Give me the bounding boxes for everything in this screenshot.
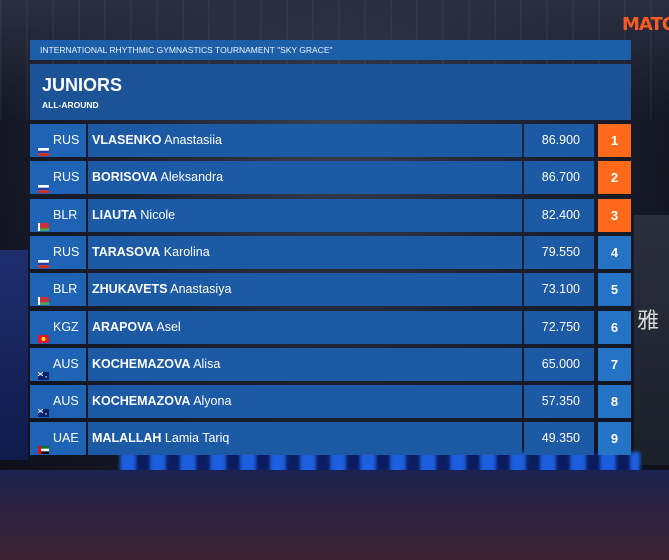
- athlete-given-name: Nicole: [140, 207, 176, 222]
- nation-cell: BLR: [30, 198, 86, 232]
- nation-code: UAE: [53, 431, 79, 446]
- nation-cell: AUS: [30, 347, 86, 381]
- rank-badge: 9: [598, 422, 631, 456]
- result-row: UAE MALALLAH Lamia Tariq 49.350 9: [30, 422, 631, 456]
- athlete-surname: BORISOVA: [92, 170, 158, 185]
- australia-flag: [37, 397, 49, 418]
- australia-flag: [37, 360, 49, 380]
- nation-code: AUS: [53, 394, 79, 409]
- result-row: BLR LIAUTA Nicole 82.400 3: [30, 198, 631, 232]
- category-header: JUNIORS ALL-AROUND: [30, 64, 631, 120]
- result-row: RUS VLASENKO Anastasiia 86.900 1: [30, 124, 631, 157]
- athlete-given-name: Aleksandra: [160, 170, 224, 185]
- nation-cell: RUS: [30, 161, 86, 195]
- nation-cell: KGZ: [30, 310, 86, 344]
- athlete-name-cell: KOCHEMAZOVA Alyona: [88, 385, 522, 419]
- category-title: JUNIORS: [42, 75, 123, 95]
- athlete-given-name: Asel: [156, 319, 181, 334]
- score-cell: 86.700: [524, 161, 594, 195]
- athlete-given-name: Lamia Tariq: [164, 431, 230, 446]
- athlete-surname: ARAPOVA: [92, 319, 154, 334]
- nation-code: BLR: [53, 282, 78, 297]
- result-row: BLR ZHUKAVETS Anastasiya 73.100 5: [30, 273, 631, 307]
- athlete-given-name: Karolina: [163, 244, 210, 259]
- athlete-surname: LIAUTA: [92, 207, 137, 222]
- score-cell: 57.350: [524, 385, 594, 419]
- rank-badge: 1: [598, 124, 631, 157]
- result-row: KGZ ARAPOVA Asel 72.750 6: [30, 310, 631, 344]
- result-row: AUS KOCHEMAZOVA Alisa 65.000 7: [30, 347, 631, 381]
- nation-cell: UAE: [30, 422, 86, 456]
- nation-cell: BLR: [30, 273, 86, 307]
- score-cell: 82.400: [524, 198, 594, 232]
- arena-floor: [0, 470, 669, 560]
- athlete-name-cell: KOCHEMAZOVA Alisa: [88, 347, 522, 381]
- nation-code: RUS: [53, 244, 80, 259]
- nation-cell: RUS: [30, 235, 86, 269]
- score-cell: 79.550: [524, 235, 594, 269]
- rank-badge: 2: [598, 161, 631, 195]
- athlete-name-cell: ARAPOVA Asel: [88, 310, 522, 344]
- athlete-surname: KOCHEMAZOVA: [92, 394, 191, 409]
- background-sign: 雅: [637, 309, 660, 334]
- arena-left-screen: [0, 250, 28, 460]
- score-cell: 73.100: [524, 273, 594, 307]
- tournament-title: INTERNATIONAL RHYTHMIC GYMNASTICS TOURNA…: [30, 40, 631, 60]
- russia-flag: [38, 136, 49, 156]
- arena-right-board: 雅: [634, 215, 669, 465]
- athlete-surname: KOCHEMAZOVA: [92, 356, 191, 371]
- nation-cell: AUS: [30, 385, 86, 419]
- nation-code: BLR: [53, 207, 78, 222]
- athlete-surname: VLASENKO: [92, 133, 162, 147]
- score-cell: 49.350: [524, 422, 594, 456]
- athlete-given-name: Anastasiya: [170, 282, 232, 297]
- result-row: RUS BORISOVA Aleksandra 86.700 2: [30, 161, 631, 195]
- athlete-surname: MALALLAH: [92, 431, 162, 446]
- athlete-given-name: Alisa: [193, 356, 221, 371]
- rank-badge: 7: [598, 347, 631, 381]
- arena-floor-lights: [120, 452, 640, 474]
- nation-code: AUS: [53, 356, 79, 371]
- result-row: AUS KOCHEMAZOVA Alyona 57.350 8: [30, 385, 631, 419]
- kyrgyzstan-flag: [38, 323, 49, 343]
- athlete-surname: TARASOVA: [92, 244, 161, 259]
- athlete-name-cell: ZHUKAVETS Anastasiya: [88, 273, 522, 307]
- belarus-flag: [38, 285, 49, 306]
- score-cell: 65.000: [524, 347, 594, 381]
- nation-code: KGZ: [53, 319, 79, 334]
- uae-flag: [38, 434, 49, 455]
- nation-code: RUS: [53, 133, 80, 147]
- belarus-flag: [38, 211, 49, 231]
- athlete-surname: ZHUKAVETS: [92, 282, 168, 297]
- rank-badge: 6: [598, 310, 631, 344]
- athlete-name-cell: BORISOVA Aleksandra: [88, 161, 522, 195]
- rank-badge: 5: [598, 273, 631, 307]
- athlete-name-cell: VLASENKO Anastasiia: [88, 124, 522, 157]
- score-cell: 86.900: [524, 124, 594, 157]
- athlete-name-cell: TARASOVA Karolina: [88, 235, 522, 269]
- score-cell: 72.750: [524, 310, 594, 344]
- athlete-given-name: Alyona: [193, 394, 232, 409]
- russia-flag: [38, 173, 49, 194]
- channel-logo: MATCH: [622, 14, 669, 35]
- nation-cell: RUS: [30, 124, 86, 157]
- rank-badge: 8: [598, 385, 631, 419]
- rank-badge: 3: [598, 198, 631, 232]
- athlete-name-cell: MALALLAH Lamia Tariq: [88, 422, 522, 456]
- athlete-name-cell: LIAUTA Nicole: [88, 198, 522, 232]
- athlete-given-name: Anastasiia: [164, 133, 222, 147]
- nation-code: RUS: [53, 170, 80, 185]
- rank-badge: 4: [598, 235, 631, 269]
- result-row: RUS TARASOVA Karolina 79.550 4: [30, 235, 631, 269]
- russia-flag: [38, 248, 49, 268]
- category-subtitle: ALL-AROUND: [42, 100, 99, 110]
